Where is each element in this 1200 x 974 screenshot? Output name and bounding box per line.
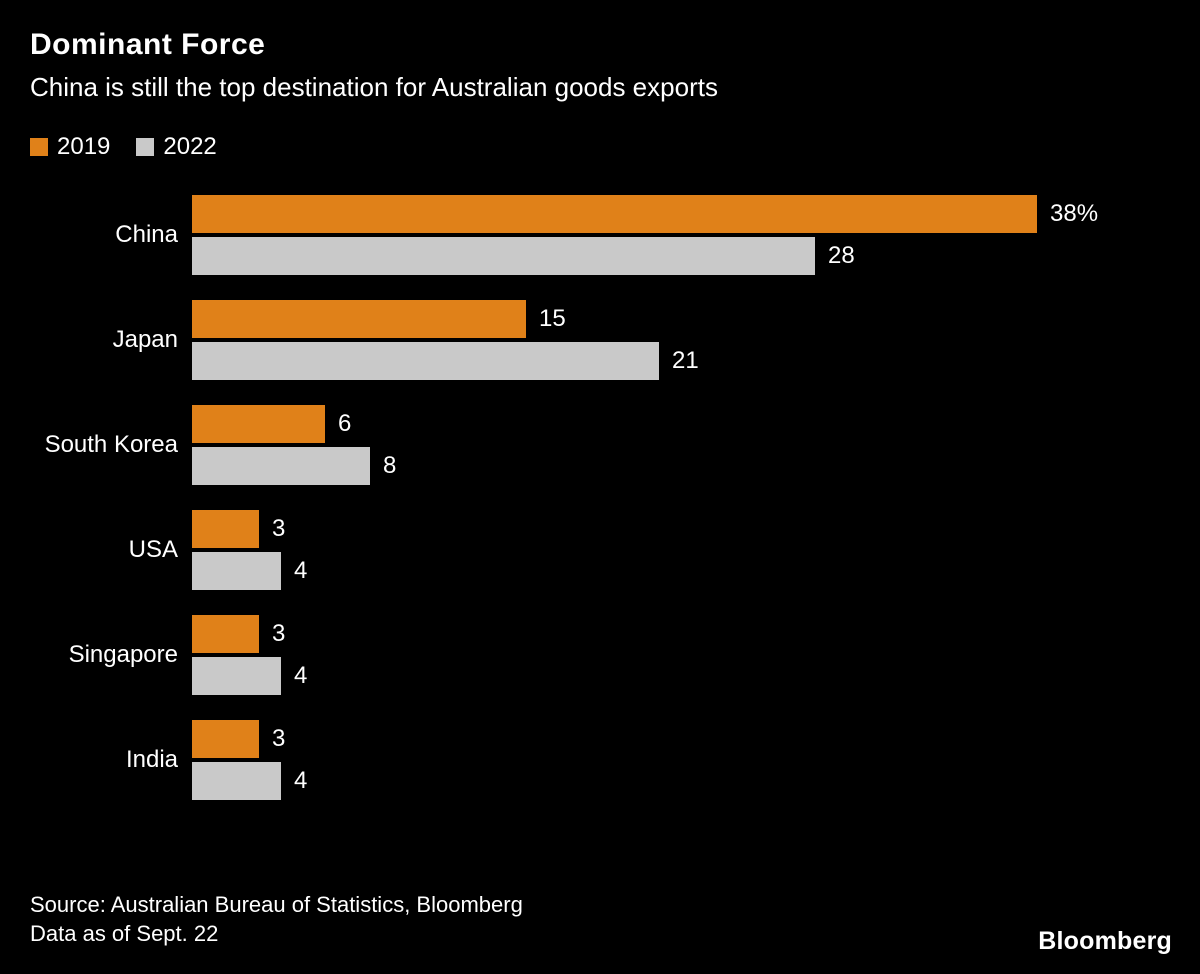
- value-label-2022-india: 4: [294, 767, 308, 794]
- value-label-2022-china: 28: [828, 242, 855, 269]
- bar-group-singapore: Singapore 3 4: [30, 615, 1170, 695]
- value-label-2022-south-korea: 8: [383, 452, 397, 479]
- source-line: Source: Australian Bureau of Statistics,…: [30, 892, 523, 917]
- category-label-japan: Japan: [112, 326, 178, 353]
- legend-label-2022: 2022: [163, 133, 217, 160]
- bar-group-usa: USA 3 4: [30, 510, 1170, 590]
- category-label-india: India: [125, 746, 178, 773]
- bar-row-2022-india: 4: [192, 762, 1170, 800]
- bars-japan: 15 21: [192, 300, 1170, 380]
- bar-row-2019-singapore: 3: [192, 615, 1170, 653]
- bar-group-japan: Japan 15 21: [30, 300, 1170, 380]
- bloomberg-logo: Bloomberg: [1038, 927, 1172, 955]
- value-label-2019-south-korea: 6: [338, 410, 352, 437]
- bars-china: 38% 28: [192, 195, 1170, 275]
- value-label-2022-usa: 4: [294, 557, 308, 584]
- bar-row-2022-china: 28: [192, 237, 1170, 275]
- bar-row-2019-india: 3: [192, 720, 1170, 758]
- bar-row-2019-usa: 3: [192, 510, 1170, 548]
- bar-row-2019-japan: 15: [192, 300, 1170, 338]
- bar-2022-india: [192, 762, 281, 800]
- bar-row-2019-china: 38%: [192, 195, 1170, 233]
- bar-row-2022-usa: 4: [192, 552, 1170, 590]
- source-note: Source: Australian Bureau of Statistics,…: [30, 890, 523, 948]
- bar-group-china: China 38% 28: [30, 195, 1170, 275]
- value-label-2019-japan: 15: [539, 305, 566, 332]
- bar-group-india: India 3 4: [30, 720, 1170, 800]
- data-as-of-line: Data as of Sept. 22: [30, 921, 219, 946]
- bar-2019-india: [192, 720, 259, 758]
- bar-2022-japan: [192, 342, 659, 380]
- legend-label-2019: 2019: [57, 133, 111, 160]
- bar-2022-singapore: [192, 657, 281, 695]
- category-label-usa: USA: [128, 536, 178, 563]
- bar-2019-south-korea: [192, 405, 325, 443]
- legend-swatch-2019: [30, 138, 48, 156]
- bar-group-south-korea: South Korea 6 8: [30, 405, 1170, 485]
- legend-item-2022: 2022: [136, 133, 217, 161]
- bar-row-2022-japan: 21: [192, 342, 1170, 380]
- value-label-2022-singapore: 4: [294, 662, 308, 689]
- bar-2019-usa: [192, 510, 259, 548]
- category-label-south-korea: South Korea: [44, 431, 178, 458]
- bar-2022-usa: [192, 552, 281, 590]
- value-label-2022-japan: 21: [672, 347, 699, 374]
- bar-row-2022-singapore: 4: [192, 657, 1170, 695]
- bar-row-2022-south-korea: 8: [192, 447, 1170, 485]
- value-label-2019-singapore: 3: [272, 620, 286, 647]
- bar-row-2019-south-korea: 6: [192, 405, 1170, 443]
- category-label-china: China: [115, 221, 178, 248]
- value-label-2019-usa: 3: [272, 515, 286, 542]
- category-label-singapore: Singapore: [68, 641, 178, 668]
- bar-2019-singapore: [192, 615, 259, 653]
- legend-swatch-2022: [136, 138, 155, 156]
- chart-subtitle: China is still the top destination for A…: [30, 72, 718, 102]
- legend-item-2019: 2019: [30, 133, 110, 161]
- value-label-2019-china: 38%: [1050, 200, 1099, 227]
- chart-title: Dominant Force: [30, 28, 266, 61]
- bar-2022-south-korea: [192, 447, 370, 485]
- value-label-2019-india: 3: [272, 725, 286, 752]
- bar-2019-china: [192, 195, 1037, 233]
- legend: 2019 2022: [30, 133, 1170, 161]
- grouped-bar-chart: China 38% 28 Japan 15 21 South Korea 6 8 USA 3 4 Sin…: [30, 195, 1170, 800]
- bar-2019-japan: [192, 300, 526, 338]
- bar-2022-china: [192, 237, 815, 275]
